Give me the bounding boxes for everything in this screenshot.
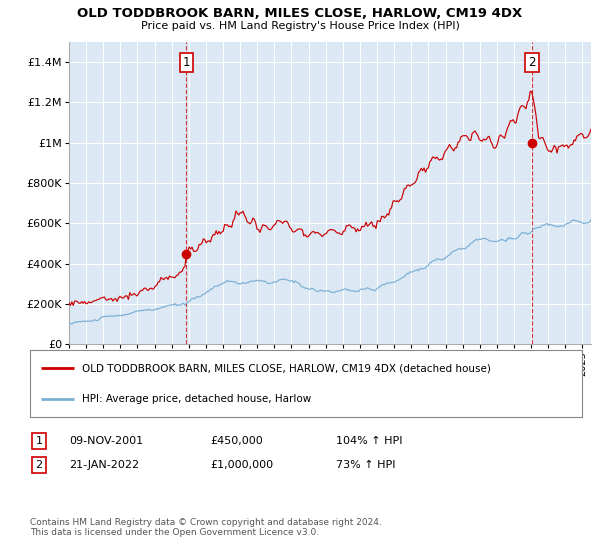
Text: 09-NOV-2001: 09-NOV-2001	[69, 436, 143, 446]
Text: Price paid vs. HM Land Registry's House Price Index (HPI): Price paid vs. HM Land Registry's House …	[140, 21, 460, 31]
Text: 2: 2	[35, 460, 43, 470]
Text: 21-JAN-2022: 21-JAN-2022	[69, 460, 139, 470]
Text: £450,000: £450,000	[210, 436, 263, 446]
Text: 1: 1	[35, 436, 43, 446]
Text: 2: 2	[529, 56, 536, 69]
Text: HPI: Average price, detached house, Harlow: HPI: Average price, detached house, Harl…	[82, 394, 311, 404]
Text: OLD TODDBROOK BARN, MILES CLOSE, HARLOW, CM19 4DX: OLD TODDBROOK BARN, MILES CLOSE, HARLOW,…	[77, 7, 523, 20]
Text: OLD TODDBROOK BARN, MILES CLOSE, HARLOW, CM19 4DX (detached house): OLD TODDBROOK BARN, MILES CLOSE, HARLOW,…	[82, 363, 491, 373]
Text: 73% ↑ HPI: 73% ↑ HPI	[336, 460, 395, 470]
Text: 1: 1	[182, 56, 190, 69]
Text: Contains HM Land Registry data © Crown copyright and database right 2024.
This d: Contains HM Land Registry data © Crown c…	[30, 518, 382, 538]
Text: £1,000,000: £1,000,000	[210, 460, 273, 470]
Text: 104% ↑ HPI: 104% ↑ HPI	[336, 436, 403, 446]
